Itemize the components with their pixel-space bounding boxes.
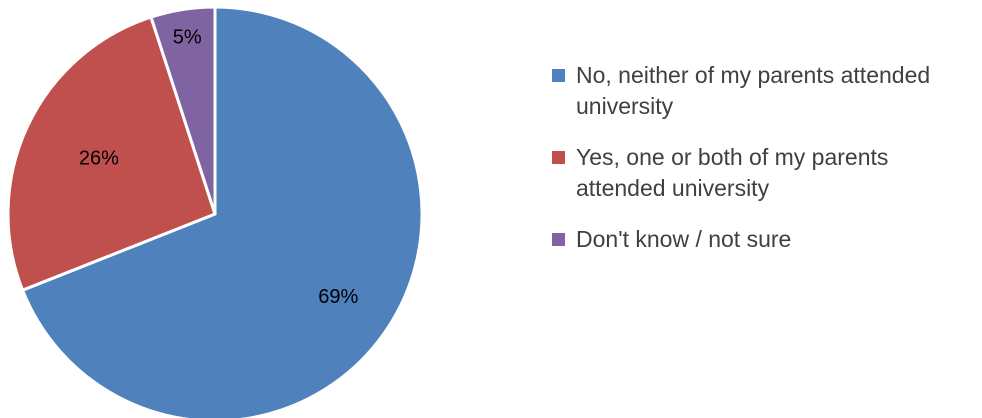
legend-item-neither-parent: No, neither of my parents attended unive…	[552, 60, 972, 122]
legend-label-neither-parent: No, neither of my parents attended unive…	[576, 62, 931, 119]
pie-data-labels: 69% 26% 5%	[79, 26, 359, 308]
legend-swatch-neither-parent	[552, 69, 565, 82]
pie-slice-neither-parent	[21, 5, 424, 418]
pie-slice-dont-know	[149, 5, 217, 216]
legend-item-dont-know: Don't know / not sure	[552, 224, 972, 255]
pie-slices	[6, 5, 424, 418]
data-label-one-or-both-parents: 26%	[79, 148, 119, 170]
chart-legend: No, neither of my parents attended unive…	[552, 60, 972, 275]
legend-label-one-or-both-parents: Yes, one or both of my parents attended …	[576, 144, 889, 201]
data-label-dont-know: 5%	[173, 26, 202, 48]
legend-item-one-or-both-parents: Yes, one or both of my parents attended …	[552, 142, 972, 204]
data-label-neither-parent: 69%	[318, 286, 358, 308]
pie-slice-one-or-both-parents	[6, 15, 217, 292]
legend-label-dont-know: Don't know / not sure	[576, 226, 792, 252]
legend-swatch-dont-know	[552, 233, 565, 246]
legend-swatch-one-or-both-parents	[552, 151, 565, 164]
